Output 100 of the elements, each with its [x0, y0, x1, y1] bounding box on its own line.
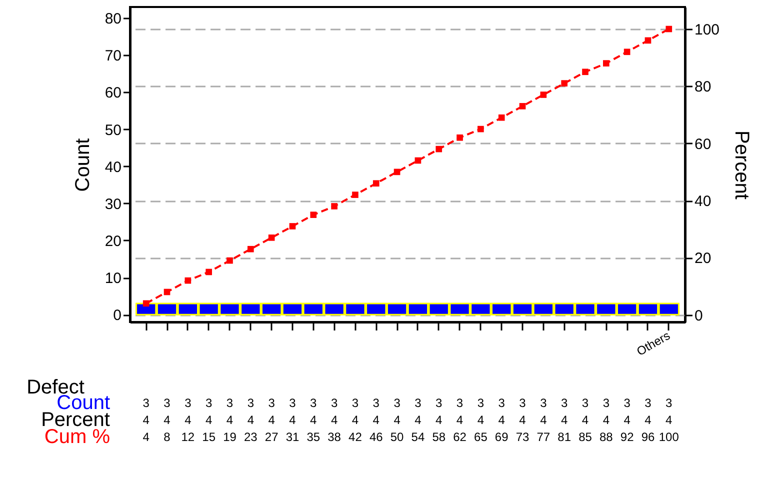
text: 4	[519, 413, 526, 427]
point	[206, 268, 212, 276]
y-tick-label: 70	[104, 48, 122, 65]
data-label: 27	[264, 430, 279, 444]
point	[394, 168, 400, 176]
point	[352, 192, 358, 198]
text: 4	[330, 413, 338, 427]
point	[436, 146, 442, 152]
text: 4	[247, 413, 254, 427]
point	[372, 180, 380, 187]
text: 4	[205, 413, 212, 427]
data-label: 96	[641, 430, 655, 444]
point	[289, 223, 296, 230]
text: 4	[184, 413, 192, 427]
point	[268, 234, 275, 241]
data-label: 77	[536, 430, 550, 444]
data-label: 35	[306, 430, 320, 444]
y-tick-label: 10	[104, 270, 122, 288]
text: 4	[414, 413, 422, 427]
data-label: 3	[372, 396, 380, 410]
y2-tick-label: 40	[694, 193, 712, 210]
point	[184, 277, 192, 284]
text: 4	[142, 413, 150, 427]
point	[624, 48, 630, 56]
data-label: 3	[414, 396, 422, 410]
text: 4	[666, 413, 673, 427]
data-label: 50	[390, 430, 404, 444]
y-tick-label: 0	[113, 307, 122, 324]
y2-tick-label: 80	[694, 78, 712, 96]
data-label: 3	[560, 396, 568, 410]
data-label: 3	[205, 396, 212, 410]
text: 4	[372, 413, 380, 427]
y2-axis-title: Percent	[730, 130, 753, 200]
y2-tick-label: 100	[694, 22, 720, 39]
text: 4	[477, 413, 484, 427]
point	[519, 103, 526, 110]
y-tick-label: 80	[104, 10, 122, 28]
text: 4	[226, 413, 234, 427]
data-label: 3	[352, 396, 359, 410]
data-label: 65	[474, 430, 488, 444]
data-label: 3	[666, 396, 673, 410]
data-label: 81	[558, 430, 572, 444]
text: 4	[644, 413, 652, 427]
point	[603, 60, 610, 66]
data-label: 3	[289, 396, 296, 410]
data-label: 3	[498, 396, 506, 410]
point	[248, 246, 254, 252]
point	[414, 157, 422, 164]
data-label: 3	[477, 396, 484, 410]
y2-tick-label: 20	[694, 250, 712, 268]
data-label: 46	[369, 430, 384, 444]
point	[142, 300, 150, 307]
text: 4	[456, 413, 464, 427]
text: 4	[164, 413, 171, 427]
data-label: 73	[516, 430, 530, 444]
data-label: 3	[582, 396, 589, 410]
y-tick-label: 30	[104, 196, 122, 213]
y-tick-label: 50	[104, 122, 122, 139]
text: 4	[624, 413, 631, 427]
data-label: 85	[578, 430, 592, 444]
text: 4	[436, 413, 443, 427]
data-label: 92	[620, 430, 634, 444]
point	[498, 114, 505, 121]
y2-tick-label: 0	[694, 307, 703, 324]
text: Cum %	[44, 426, 110, 448]
point	[331, 203, 338, 210]
y-tick-label: 60	[104, 84, 122, 102]
point	[561, 80, 568, 86]
data-label: 3	[164, 396, 171, 410]
data-label: 100	[658, 430, 680, 444]
y-tick-label: 40	[104, 158, 122, 176]
data-label: 3	[184, 396, 192, 410]
text: 4	[394, 413, 401, 427]
data-label: 19	[223, 430, 237, 444]
data-label: 3	[394, 396, 401, 410]
data-label: 69	[494, 430, 509, 444]
point	[478, 126, 484, 132]
data-label: 38	[328, 430, 342, 444]
data-label: 3	[624, 396, 631, 410]
data-label: 3	[310, 396, 318, 410]
point	[582, 68, 588, 76]
text: 4	[498, 413, 506, 427]
data-label: 3	[436, 396, 443, 410]
point	[310, 212, 317, 218]
data-label: 8	[164, 430, 171, 444]
data-label: 23	[244, 430, 258, 444]
y2-tick-label: 60	[694, 136, 712, 153]
data-label: 54	[411, 430, 425, 444]
text: 4	[352, 413, 359, 427]
point	[164, 288, 170, 296]
text: 4	[268, 413, 276, 427]
point	[456, 134, 463, 141]
data-label: 3	[268, 396, 276, 410]
data-label: 15	[202, 430, 216, 444]
data-label: 58	[432, 430, 446, 444]
data-label: 4	[142, 430, 150, 444]
data-label: 3	[247, 396, 254, 410]
data-label: 3	[644, 396, 652, 410]
data-label: 3	[226, 396, 234, 410]
data-label: 3	[602, 396, 610, 410]
